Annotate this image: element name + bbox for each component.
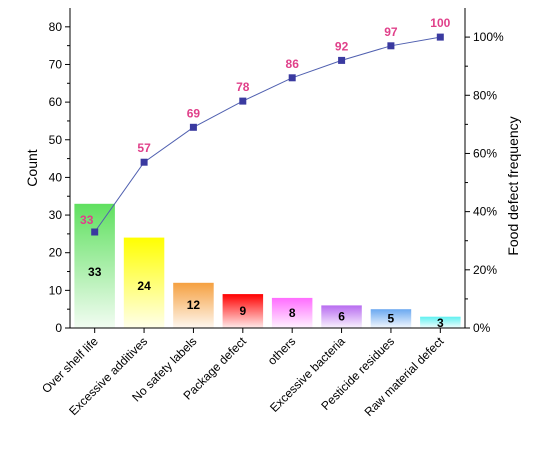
y2-tick-label: 0% — [473, 321, 491, 335]
bar-7 — [420, 316, 461, 328]
y-tick-label: 20 — [49, 246, 63, 260]
bar-value-label: 24 — [137, 279, 151, 293]
y-tick-label: 50 — [49, 133, 63, 147]
y-tick-label: 60 — [49, 95, 63, 109]
cumulative-percent-label: 97 — [384, 25, 398, 39]
bar-value-label: 9 — [239, 304, 246, 318]
y-tick-label: 80 — [49, 20, 63, 34]
cumulative-marker — [239, 97, 247, 105]
bar-2 — [173, 282, 214, 328]
y2-tick-label: 20% — [473, 263, 497, 277]
y-tick-label: 10 — [49, 283, 63, 297]
bar-value-label: 12 — [187, 298, 201, 312]
cumulative-marker — [140, 158, 148, 166]
y-tick-label: 0 — [55, 321, 62, 335]
x-tick-label: others — [265, 334, 298, 367]
bar-value-label: 3 — [437, 316, 444, 330]
cumulative-percent-label: 69 — [187, 106, 201, 120]
y2-tick-label: 80% — [473, 88, 497, 102]
y-tick-label: 30 — [49, 208, 63, 222]
cumulative-percent-label: 86 — [286, 57, 300, 71]
cumulative-line — [94, 36, 441, 233]
cumulative-marker — [436, 33, 444, 41]
cumulative-marker — [288, 74, 296, 82]
bar-0 — [74, 203, 115, 328]
cumulative-marker — [91, 228, 99, 236]
y2-tick-label: 100% — [473, 30, 504, 44]
bar-4 — [271, 297, 313, 328]
y2-tick-label: 40% — [473, 205, 497, 219]
cumulative-marker — [338, 56, 346, 64]
cumulative-percent-label: 78 — [236, 80, 250, 94]
bar-value-label: 6 — [338, 310, 345, 324]
bar-3 — [222, 294, 264, 328]
bar-value-label: 33 — [88, 265, 102, 279]
y-axis-title: Count — [24, 149, 40, 186]
y-tick-label: 70 — [49, 57, 63, 71]
cumulative-percent-label: 33 — [80, 213, 94, 227]
y2-tick-label: 60% — [473, 146, 497, 160]
y-tick-label: 40 — [49, 170, 63, 184]
cumulative-marker — [189, 123, 197, 131]
cumulative-percent-label: 57 — [137, 141, 151, 155]
bars-group — [74, 203, 461, 328]
bar-1 — [123, 237, 165, 328]
bar-value-label: 8 — [289, 306, 296, 320]
y2-axis-title: Food defect frequency — [505, 116, 521, 255]
bar-value-label: 5 — [388, 312, 395, 326]
cumulative-percent-label: 100 — [430, 16, 450, 30]
bar-5 — [321, 305, 362, 328]
bar-6 — [370, 309, 412, 328]
cumulative-marker — [387, 42, 395, 50]
cumulative-percent-label: 92 — [335, 39, 349, 53]
cumulative-line-group — [91, 33, 444, 236]
